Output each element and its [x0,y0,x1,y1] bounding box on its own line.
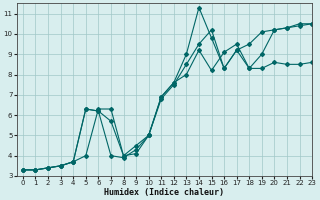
X-axis label: Humidex (Indice chaleur): Humidex (Indice chaleur) [104,188,224,197]
